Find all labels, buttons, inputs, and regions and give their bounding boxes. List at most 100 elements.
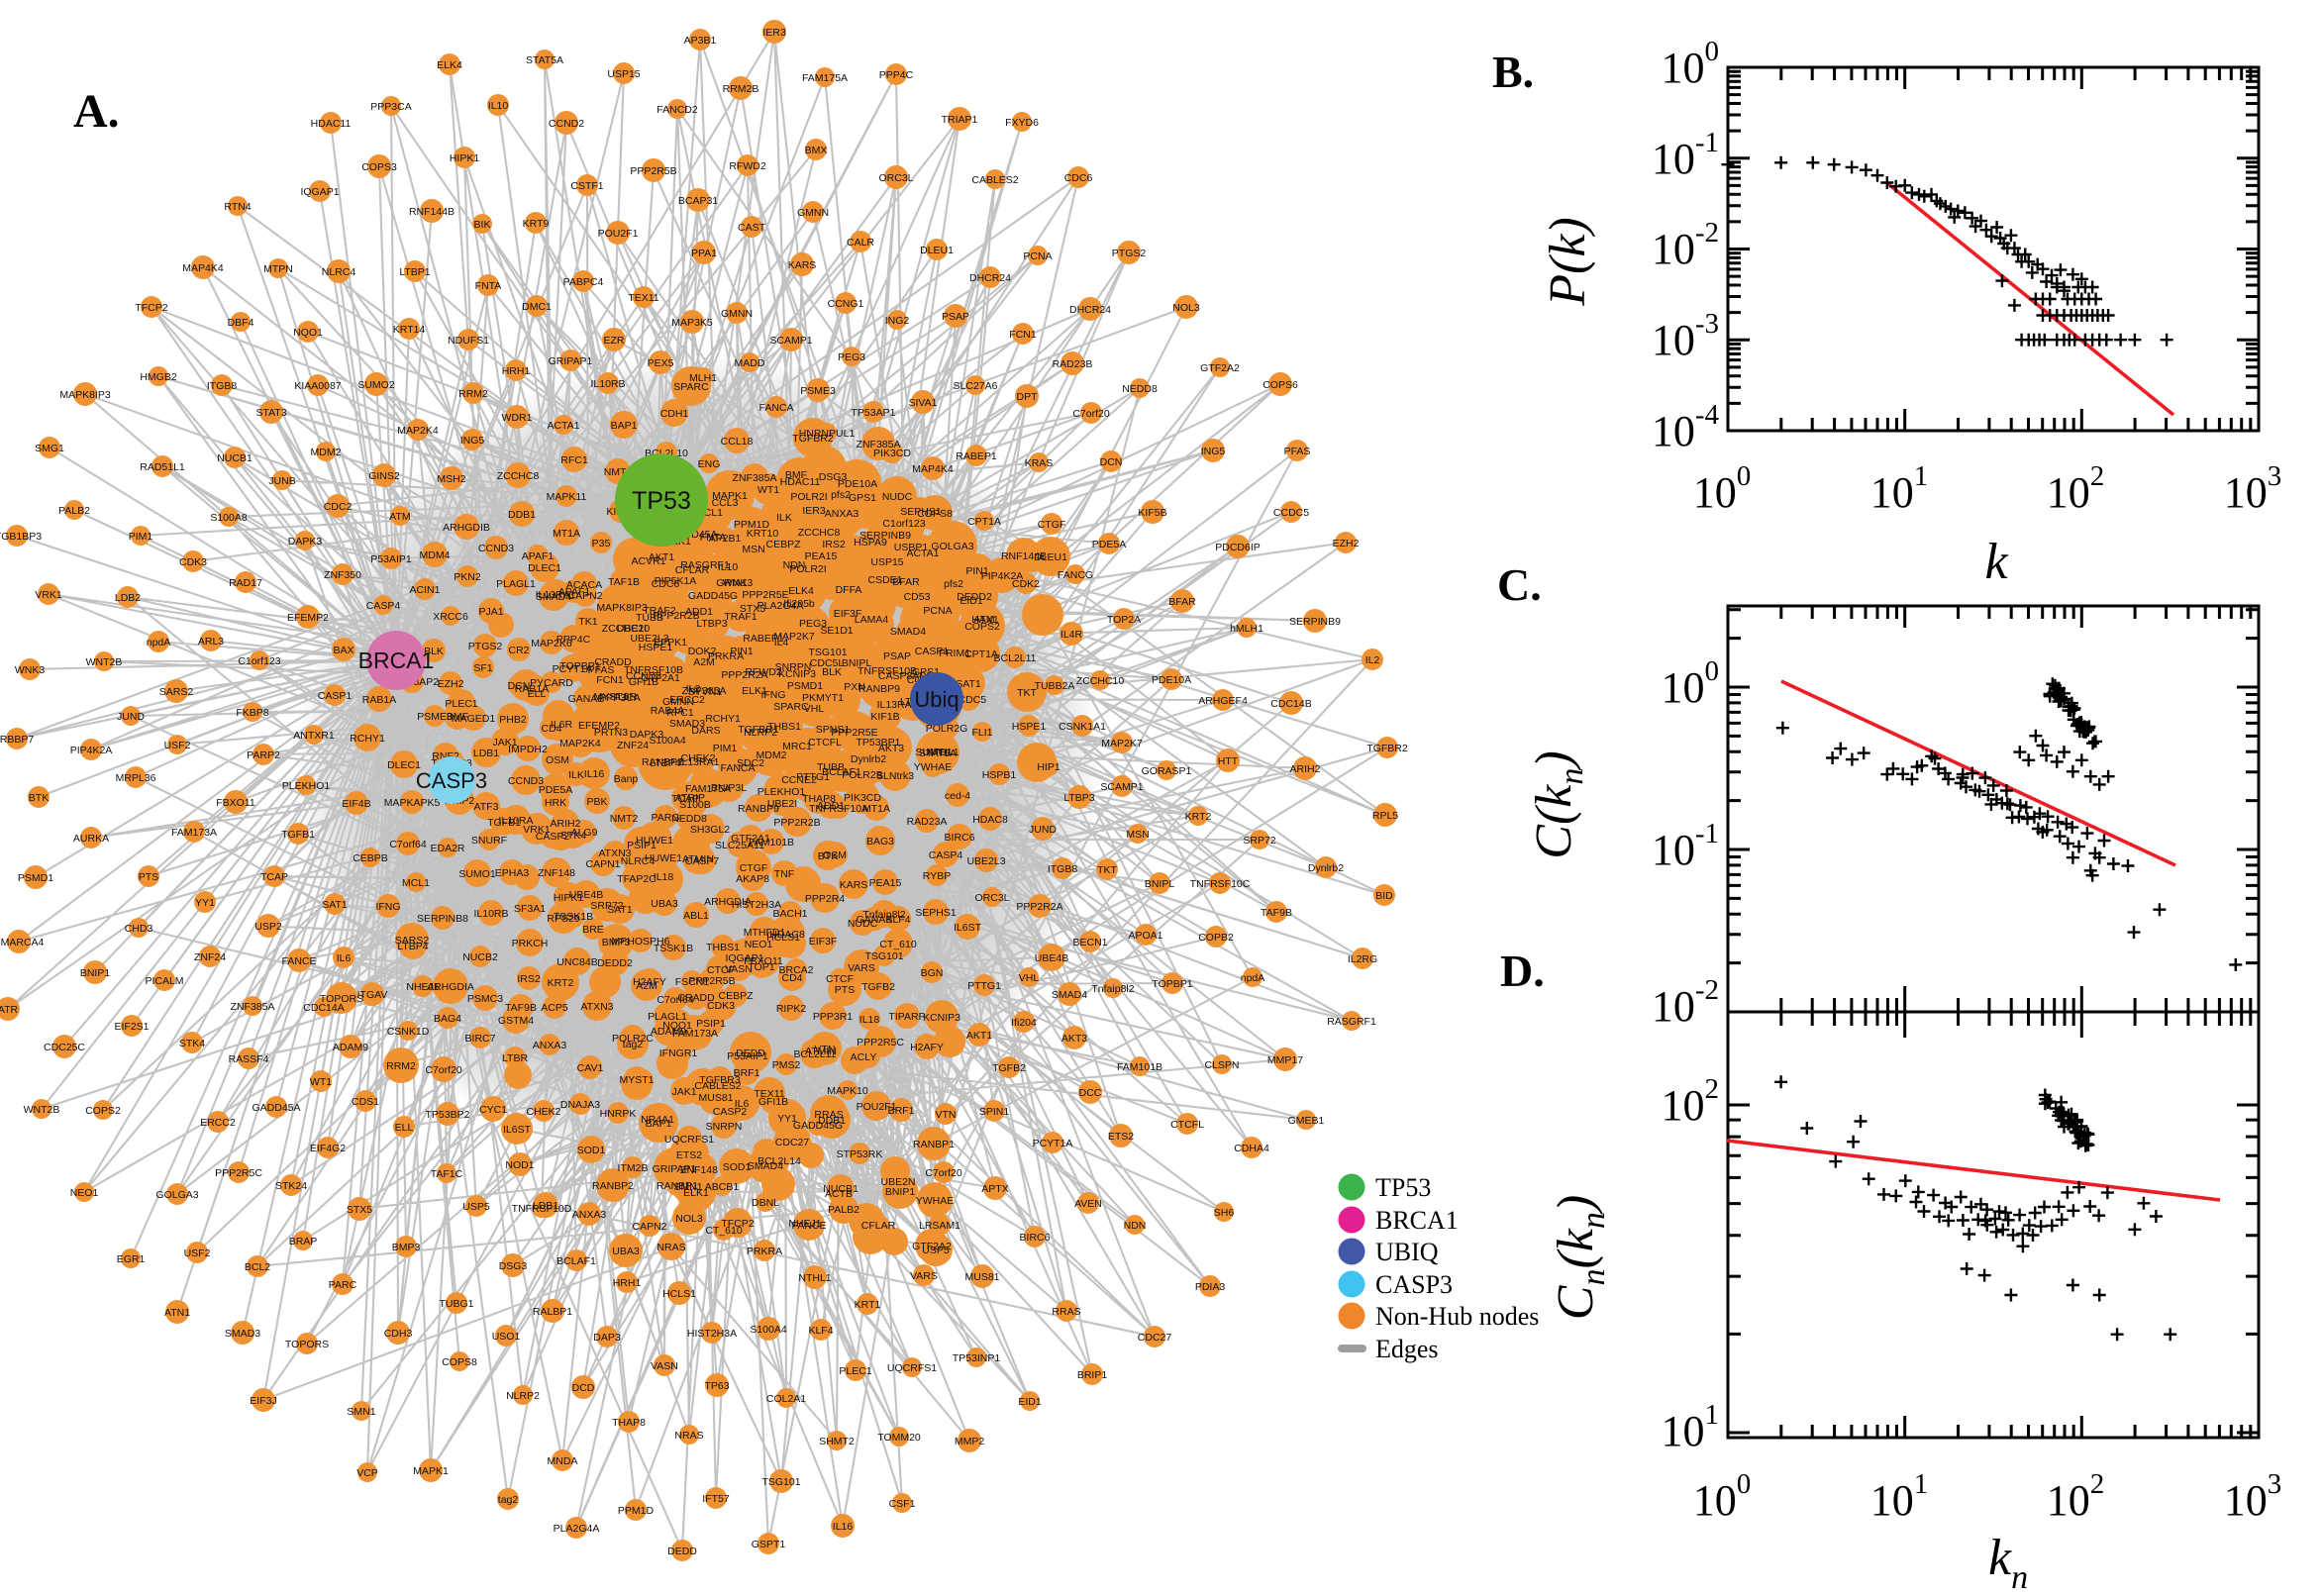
svg-text:PEG3: PEG3 [838,351,865,363]
svg-text:WNK3: WNK3 [15,664,45,676]
svg-text:SF3A1: SF3A1 [514,903,546,915]
svg-text:HIST2H3A: HIST2H3A [732,899,781,911]
svg-text:CCL18: CCL18 [721,436,754,448]
svg-text:BRF1: BRF1 [734,1067,760,1079]
svg-text:NQO1: NQO1 [293,327,323,339]
svg-text:PLEKHO1: PLEKHO1 [758,786,806,798]
svg-text:ACTB: ACTB [825,1188,853,1200]
svg-text:CHEK2: CHEK2 [526,1106,560,1118]
svg-text:k: k [1984,534,2008,590]
svg-text:AP3B1: AP3B1 [684,35,717,47]
svg-text:ATMIN: ATMIN [805,1046,837,1057]
svg-text:NMT2: NMT2 [610,813,639,825]
svg-text:GTF2A2: GTF2A2 [912,1241,952,1252]
svg-text:LTBR: LTBR [502,1052,528,1064]
svg-text:PTGS2: PTGS2 [1112,248,1147,259]
svg-text:TP53BP2: TP53BP2 [426,1109,470,1121]
svg-text:IL6ST: IL6ST [503,1124,532,1136]
svg-text:IL6: IL6 [735,1098,750,1110]
svg-text:USP2: USP2 [254,921,282,933]
svg-text:CAST: CAST [738,222,766,234]
svg-text:BAP1: BAP1 [646,1118,672,1130]
svg-text:RFC1: RFC1 [666,707,694,719]
svg-text:HRH1: HRH1 [613,1277,642,1289]
svg-text:SH3GL2: SH3GL2 [690,824,730,836]
svg-text:tag2: tag2 [498,1494,519,1506]
svg-text:DEDD2: DEDD2 [957,591,992,603]
svg-text:CASP1: CASP1 [915,646,950,657]
svg-text:MPHOSPH6: MPHOSPH6 [612,936,670,948]
svg-text:ETS2: ETS2 [676,1149,702,1161]
svg-text:AP2B1: AP2B1 [709,533,742,545]
svg-text:CCND3: CCND3 [478,543,514,554]
svg-text:EDA2R: EDA2R [430,843,464,854]
svg-text:RNF144B: RNF144B [409,206,454,218]
svg-text:D.: D. [1500,946,1545,996]
svg-text:ZCCHC10: ZCCHC10 [602,623,651,635]
svg-text:S100A8: S100A8 [210,512,248,524]
svg-text:ZNF24: ZNF24 [617,740,649,751]
svg-text:UBA3: UBA3 [612,1246,640,1257]
svg-text:SH6: SH6 [1214,1207,1235,1219]
svg-text:JAK1: JAK1 [671,1086,696,1098]
svg-text:CDC2: CDC2 [324,501,353,513]
svg-text:DHCR24: DHCR24 [1069,304,1111,316]
svg-text:CDC27: CDC27 [1138,1332,1172,1344]
svg-text:HIP1: HIP1 [1037,761,1060,773]
svg-text:CDC6: CDC6 [1064,172,1093,184]
svg-text:ING5: ING5 [1201,446,1226,457]
svg-text:UBE2L3: UBE2L3 [966,855,1005,867]
svg-text:ARHGDIA: ARHGDIA [427,981,474,993]
svg-text:FANCA: FANCA [758,402,793,414]
svg-text:HRH1: HRH1 [502,365,531,377]
svg-text:DMC1: DMC1 [522,301,552,313]
svg-text:BTK: BTK [29,792,49,804]
svg-text:PICALM: PICALM [145,975,183,987]
svg-text:HSPE1: HSPE1 [639,642,673,653]
svg-text:TNF: TNF [774,868,794,880]
svg-text:TAF9B: TAF9B [1261,907,1292,919]
svg-text:USP15: USP15 [870,556,903,568]
svg-text:10-3: 10-3 [1652,308,1719,364]
svg-text:EIF3F: EIF3F [809,936,838,948]
svg-text:MAP2K7: MAP2K7 [773,631,815,643]
svg-text:FAM173A: FAM173A [672,1028,718,1040]
svg-text:SHMT2: SHMT2 [819,1436,855,1447]
svg-text:TUBB2A: TUBB2A [1035,680,1075,692]
svg-text:CHD3: CHD3 [125,923,153,935]
svg-text:BNIPL: BNIPL [842,657,872,669]
svg-text:GOLGA3: GOLGA3 [931,541,973,552]
svg-text:MT1A: MT1A [553,528,580,540]
svg-text:CDC25C: CDC25C [44,1042,85,1053]
svg-text:STX5: STX5 [740,603,765,615]
svg-text:TNFRSF10B: TNFRSF10B [624,664,683,676]
svg-text:ATF3: ATF3 [474,801,499,813]
svg-text:BMX: BMX [805,145,828,156]
svg-text:PLAGL1: PLAGL1 [648,1011,687,1023]
svg-text:VTN: VTN [936,1109,957,1121]
svg-text:IQGAP1: IQGAP1 [725,952,763,964]
svg-text:STAT5A: STAT5A [919,748,957,759]
svg-text:NLRC4: NLRC4 [322,266,356,278]
svg-text:NOD1: NOD1 [505,1159,534,1171]
svg-text:TP53INP1: TP53INP1 [953,1352,1001,1364]
svg-text:KCNIP3: KCNIP3 [923,1012,960,1024]
svg-text:PLEKHO1: PLEKHO1 [282,780,331,792]
svg-text:ZNF385A: ZNF385A [682,685,727,697]
svg-text:MAPK1: MAPK1 [413,1465,449,1477]
svg-text:APTX: APTX [981,1183,1008,1195]
svg-text:BAX: BAX [333,645,354,656]
svg-text:CASP3: CASP3 [416,768,487,793]
svg-text:FCN1: FCN1 [1009,329,1037,341]
svg-text:HNRPK: HNRPK [600,1108,637,1120]
svg-text:NLRP2: NLRP2 [506,1390,540,1402]
svg-text:LTBP4: LTBP4 [397,941,428,952]
svg-text:HCLS1: HCLS1 [766,932,800,944]
svg-text:GFI1B: GFI1B [629,676,658,688]
svg-text:BRE: BRE [582,924,604,936]
svg-text:MAP4K4: MAP4K4 [182,262,224,274]
svg-text:BFAR: BFAR [1168,596,1196,608]
svg-text:POLR2I: POLR2I [789,563,826,575]
svg-text:PSMC3: PSMC3 [467,993,503,1005]
svg-text:PLA2G4A: PLA2G4A [554,1523,600,1535]
